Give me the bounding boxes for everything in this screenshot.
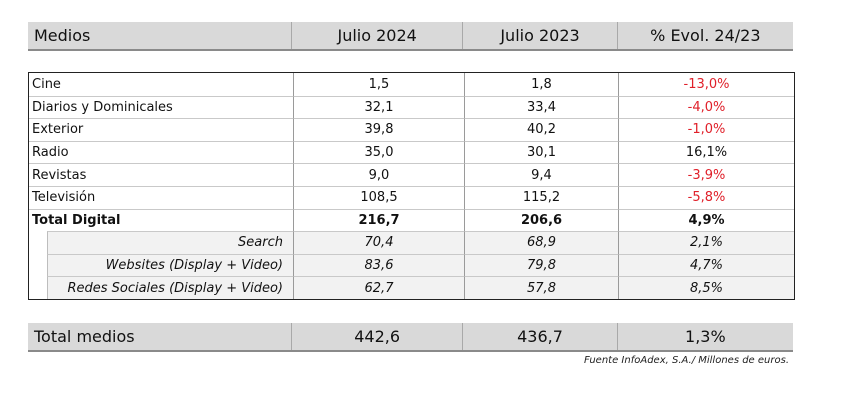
subrow-label: Search: [47, 231, 293, 254]
value-2023: 33,4: [464, 95, 618, 119]
value-2024: 62,7: [293, 276, 464, 299]
value-evol: -13,0%: [618, 73, 794, 96]
table-row: Revistas 9,0 9,4 -3,9%: [29, 163, 794, 186]
value-2023: 115,2: [464, 185, 618, 209]
indent-spacer: [29, 276, 47, 299]
total-row: Total medios 442,6 436,7 1,3%: [28, 323, 793, 352]
table-row: Cine 1,5 1,8 -13,0%: [29, 73, 794, 96]
value-2024: 39,8: [293, 118, 464, 141]
total-2023: 436,7: [462, 323, 616, 350]
row-label: Cine: [32, 76, 61, 92]
value-2023: 57,8: [464, 276, 618, 299]
row-label: Televisión: [29, 185, 293, 209]
header-evolution: % Evol. 24/23: [616, 22, 793, 49]
value-evol: -1,0%: [618, 118, 794, 141]
table-row: Radio 35,0 30,1 16,1%: [29, 140, 794, 164]
subrow-label: Redes Sociales (Display + Video): [47, 276, 293, 299]
indent-spacer: [29, 253, 47, 277]
value-evol: -4,0%: [618, 95, 794, 119]
value-evol: 16,1%: [618, 140, 794, 164]
value-evol: 2,1%: [618, 231, 794, 254]
total-label: Total medios: [34, 327, 135, 346]
value-2024: 32,1: [293, 95, 464, 119]
value-2023: 40,2: [464, 118, 618, 141]
table-subrow: Redes Sociales (Display + Video) 62,7 57…: [29, 276, 794, 299]
value-2023: 1,8: [464, 73, 618, 96]
table-row-total-digital: Total Digital 216,7 206,6 4,9%: [29, 208, 794, 232]
row-label: Revistas: [29, 163, 293, 186]
value-2024: 35,0: [293, 140, 464, 164]
header-julio-2023: Julio 2023: [462, 22, 616, 49]
total-evol: 1,3%: [616, 323, 793, 350]
value-2024: 108,5: [293, 185, 464, 209]
value-2023: 68,9: [464, 231, 618, 254]
value-2024: 83,6: [293, 253, 464, 277]
row-label: Total Digital: [29, 208, 293, 232]
total-2024: 442,6: [290, 323, 462, 350]
value-2023: 206,6: [464, 208, 618, 232]
value-2023: 30,1: [464, 140, 618, 164]
value-2024: 216,7: [293, 208, 464, 232]
row-label: Exterior: [29, 118, 293, 141]
value-2024: 1,5: [293, 73, 464, 96]
table-subrow: Websites (Display + Video) 83,6 79,8 4,7…: [29, 253, 794, 277]
media-table: Cine 1,5 1,8 -13,0% Diarios y Dominicale…: [28, 72, 795, 300]
source-note: Fuente InfoAdex, S.A./ Millones de euros…: [584, 355, 789, 366]
value-2024: 70,4: [293, 231, 464, 254]
table-subrow: Search 70,4 68,9 2,1%: [29, 231, 794, 254]
value-2024: 9,0: [293, 163, 464, 186]
subrow-label: Websites (Display + Video): [47, 253, 293, 277]
value-2023: 9,4: [464, 163, 618, 186]
table-header: Medios Julio 2024 Julio 2023 % Evol. 24/…: [28, 22, 793, 51]
table-row: Exterior 39,8 40,2 -1,0%: [29, 118, 794, 141]
table-row: Diarios y Dominicales 32,1 33,4 -4,0%: [29, 95, 794, 119]
value-2023: 79,8: [464, 253, 618, 277]
row-label: Diarios y Dominicales: [29, 95, 293, 119]
value-evol: 4,9%: [618, 208, 794, 232]
value-evol: -5,8%: [618, 185, 794, 209]
indent-spacer: [29, 231, 47, 254]
table-row: Televisión 108,5 115,2 -5,8%: [29, 185, 794, 209]
header-medios: Medios: [34, 26, 91, 45]
row-label: Radio: [29, 140, 293, 164]
header-julio-2024: Julio 2024: [290, 22, 462, 49]
value-evol: 8,5%: [618, 276, 794, 299]
value-evol: -3,9%: [618, 163, 794, 186]
value-evol: 4,7%: [618, 253, 794, 277]
